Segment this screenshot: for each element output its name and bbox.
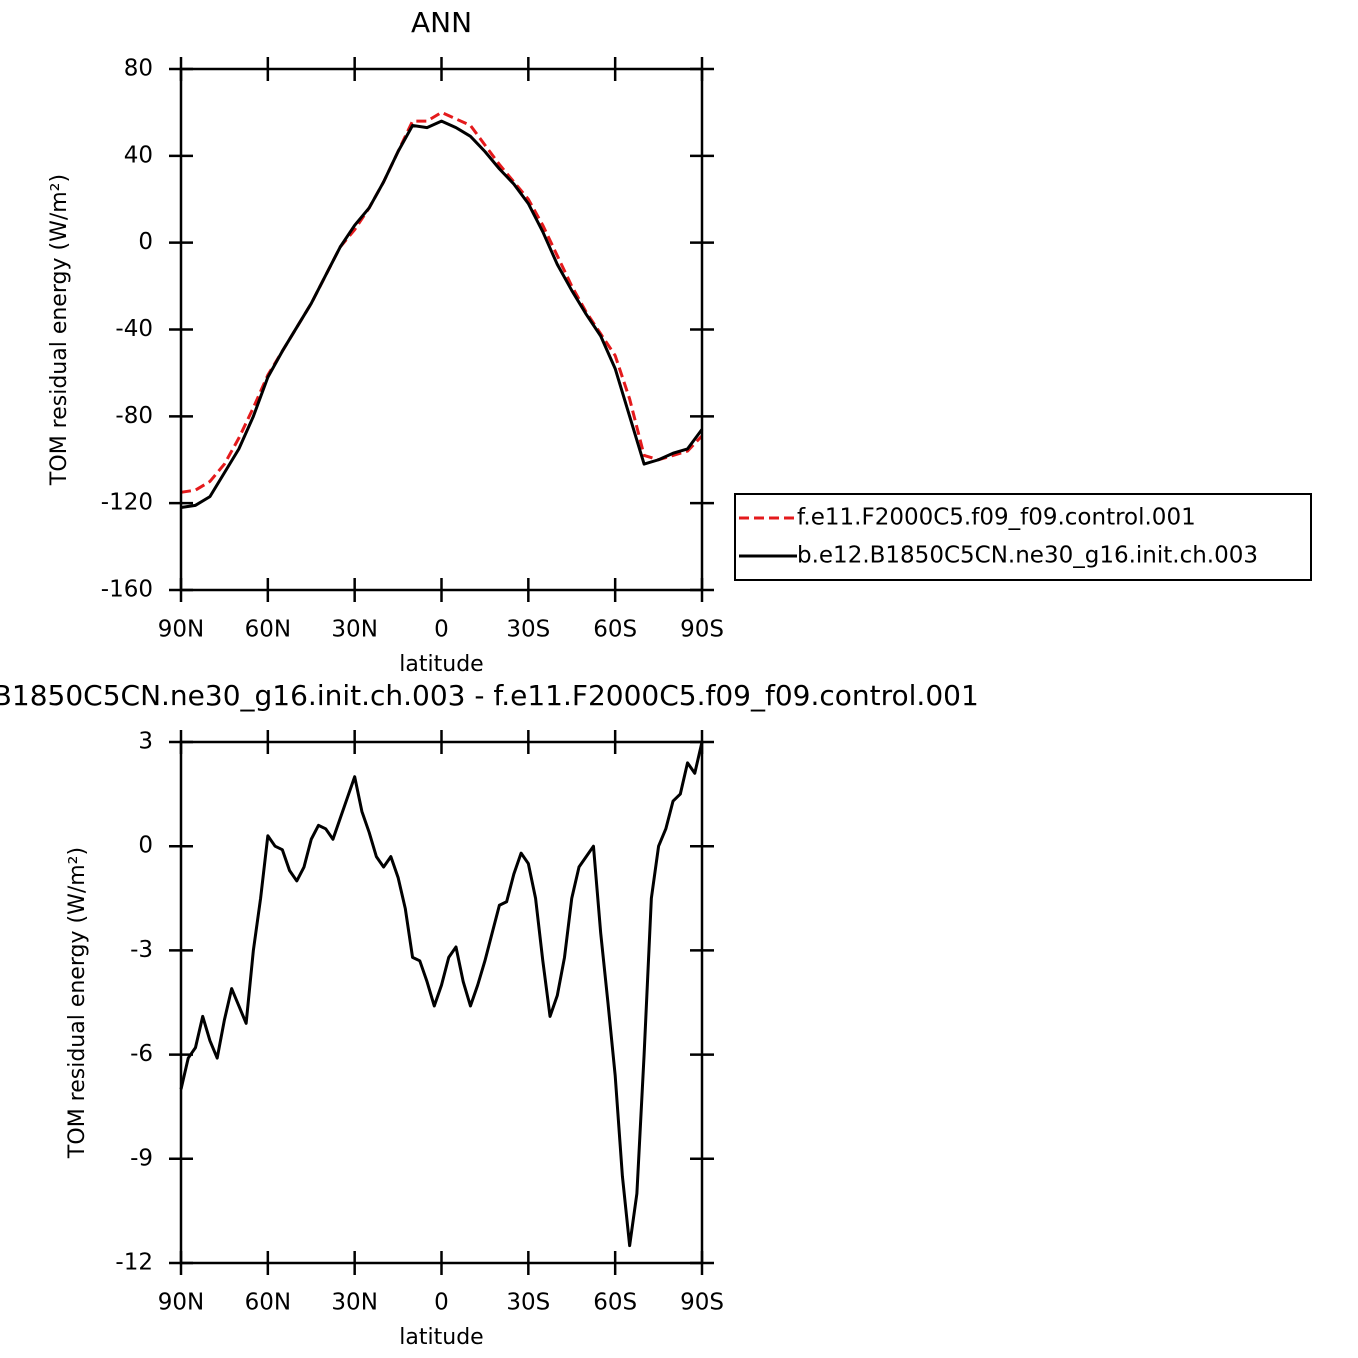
x-tick-label: 90N (158, 1290, 204, 1316)
y-tick-label: 0 (138, 229, 153, 255)
y-tick-label: -160 (101, 577, 153, 603)
x-tick-label: 90S (680, 617, 724, 643)
series-line (180, 119, 704, 509)
y-tick-label: -80 (115, 403, 153, 429)
x-tick-label: 60N (245, 617, 291, 643)
x-tick-label: 30S (506, 617, 550, 643)
x-tick-label: 90S (680, 1290, 724, 1316)
series-line (179, 741, 704, 1248)
legend-box (734, 493, 1312, 581)
x-tick-label: 30N (331, 1290, 377, 1316)
y-tick-label: -12 (115, 1250, 153, 1276)
y-tick-label: -40 (115, 316, 153, 342)
y-tick-label: -3 (130, 937, 153, 963)
x-tick-label: 90N (158, 617, 204, 643)
legend-label: b.e12.B1850C5CN.ne30_g16.init.ch.003 (797, 543, 1258, 569)
x-tick-label: 30S (506, 1290, 550, 1316)
y-tick-label: -6 (130, 1041, 153, 1067)
chart-title: ANN (411, 6, 472, 39)
plot-frame (179, 67, 704, 592)
chart-title: b.e12.B1850C5CN.ne30_g16.init.ch.003 - f… (0, 679, 979, 712)
x-tick-label: 60S (593, 1290, 637, 1316)
y-tick-label: -120 (101, 490, 153, 516)
x-tick-label: 60S (593, 617, 637, 643)
x-tick-label: 30N (331, 617, 377, 643)
y-tick-label: 40 (124, 142, 153, 168)
y-axis-label: TOM residual energy (W/m²) (47, 174, 72, 486)
x-tick-label: 60N (245, 1290, 291, 1316)
y-tick-label: 80 (124, 56, 153, 82)
series-line (180, 110, 704, 494)
x-axis-label: latitude (399, 1325, 483, 1350)
legend-label: f.e11.F2000C5.f09_f09.control.001 (797, 505, 1196, 531)
y-tick-label: -9 (130, 1145, 153, 1171)
y-tick-label: 3 (138, 729, 153, 755)
x-tick-label: 0 (434, 617, 449, 643)
x-tick-label: 0 (434, 1290, 449, 1316)
y-tick-label: 0 (138, 833, 153, 859)
x-axis-label: latitude (399, 652, 483, 677)
y-axis-label: TOM residual energy (W/m²) (65, 847, 90, 1159)
